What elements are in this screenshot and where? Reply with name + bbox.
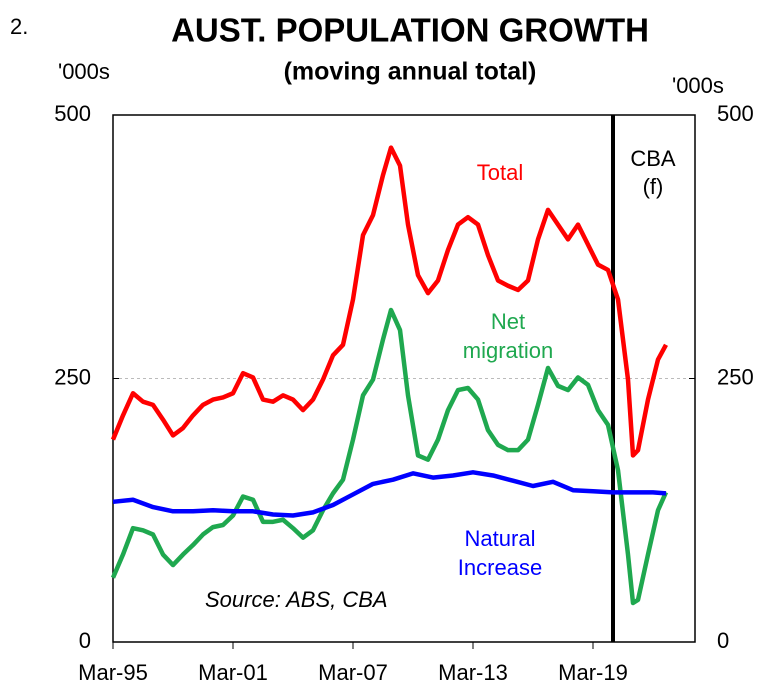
source-note: Source: ABS, CBA: [205, 587, 388, 612]
series-line: [110, 145, 668, 458]
y2-axis-label: '000s: [672, 73, 724, 98]
plot-frame: [112, 114, 696, 643]
forecast-label: (f): [643, 174, 664, 199]
chart-number: 2.: [10, 14, 28, 39]
series-label: Increase: [458, 555, 542, 580]
y-tick-label: 500: [54, 101, 91, 126]
series-label: Natural: [465, 526, 536, 551]
x-tick-label: Mar-19: [558, 660, 628, 685]
y2-tick-label: 500: [717, 101, 754, 126]
x-tick-label: Mar-07: [318, 660, 388, 685]
chart-subtitle: (moving annual total): [284, 58, 537, 86]
series-label: Total: [477, 160, 523, 185]
series-line: [110, 307, 669, 606]
y2-tick-label: 250: [717, 364, 754, 389]
forecast-label: CBA: [630, 146, 676, 171]
x-tick-label: Mar-95: [78, 660, 148, 685]
y2-tick-label: 0: [717, 628, 729, 653]
chart-title: AUST. POPULATION GROWTH: [171, 12, 649, 49]
x-tick-label: Mar-01: [198, 660, 268, 685]
series-label: Net: [491, 309, 525, 334]
series-label: migration: [463, 338, 553, 363]
y-axis-label: '000s: [58, 59, 110, 84]
series-line: [112, 470, 667, 518]
x-tick-label: Mar-13: [438, 660, 508, 685]
y-tick-label: 250: [54, 364, 91, 389]
y-tick-label: 0: [79, 628, 91, 653]
